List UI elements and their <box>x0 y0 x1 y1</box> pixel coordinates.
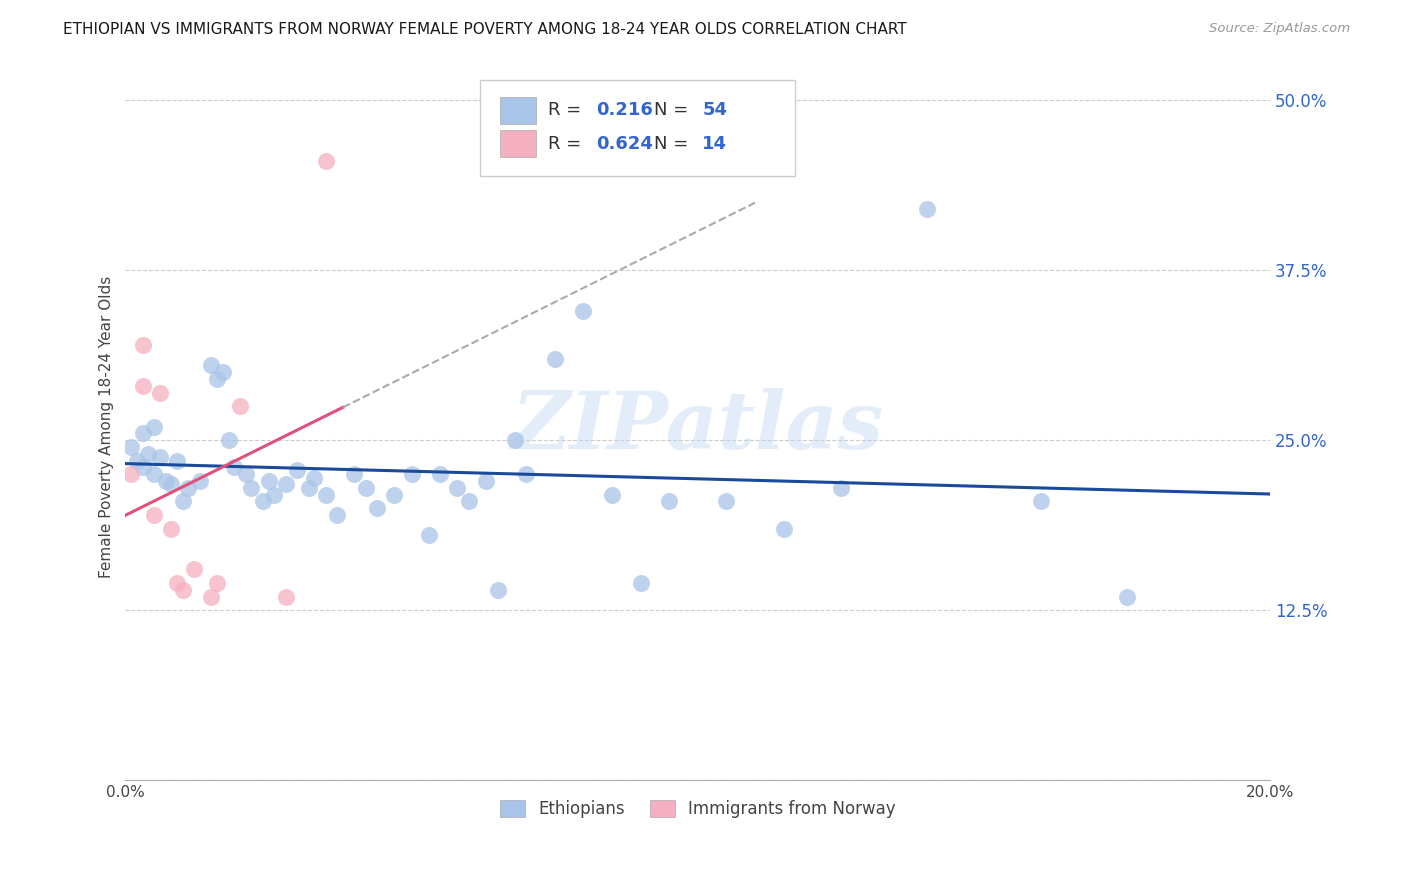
Point <box>240 481 263 495</box>
Point <box>229 399 252 413</box>
Y-axis label: Female Poverty Among 18-24 Year Olds: Female Poverty Among 18-24 Year Olds <box>100 276 114 578</box>
Point <box>143 508 166 522</box>
Point <box>315 488 337 502</box>
Point <box>143 467 166 482</box>
Point <box>235 467 257 482</box>
Point <box>131 338 153 352</box>
Text: ZIPatlas: ZIPatlas <box>512 388 884 466</box>
Point <box>252 494 274 508</box>
Text: 0.216: 0.216 <box>596 102 652 120</box>
Text: ETHIOPIAN VS IMMIGRANTS FROM NORWAY FEMALE POVERTY AMONG 18-24 YEAR OLDS CORRELA: ETHIOPIAN VS IMMIGRANTS FROM NORWAY FEMA… <box>63 22 907 37</box>
Point <box>131 460 153 475</box>
Point <box>125 453 148 467</box>
Point <box>716 494 738 508</box>
Text: 14: 14 <box>703 135 727 153</box>
Point <box>304 471 326 485</box>
Point <box>343 467 366 482</box>
Point <box>503 434 526 448</box>
Point <box>458 494 481 508</box>
Point <box>418 528 440 542</box>
Point <box>326 508 349 522</box>
Text: R =: R = <box>548 102 586 120</box>
Point <box>155 474 177 488</box>
Point <box>515 467 537 482</box>
Point <box>183 562 205 576</box>
Text: Source: ZipAtlas.com: Source: ZipAtlas.com <box>1209 22 1350 36</box>
Point <box>401 467 423 482</box>
Point <box>630 576 652 591</box>
Point <box>200 590 222 604</box>
Point <box>160 476 183 491</box>
Point <box>544 351 567 366</box>
Point <box>285 463 308 477</box>
Point <box>572 304 595 318</box>
Point <box>298 481 321 495</box>
FancyBboxPatch shape <box>481 80 796 176</box>
Point <box>354 481 377 495</box>
Point <box>172 582 194 597</box>
Point <box>131 426 153 441</box>
FancyBboxPatch shape <box>499 130 537 157</box>
Point <box>446 481 468 495</box>
Point <box>274 476 297 491</box>
Point <box>166 576 188 591</box>
Point <box>218 434 240 448</box>
FancyBboxPatch shape <box>499 97 537 124</box>
Point <box>172 494 194 508</box>
Point <box>131 379 153 393</box>
Point <box>384 488 406 502</box>
Point <box>263 488 285 502</box>
Point <box>1116 590 1139 604</box>
Point <box>200 359 222 373</box>
Point <box>1031 494 1053 508</box>
Point <box>915 202 938 216</box>
Point <box>315 154 337 169</box>
Legend: Ethiopians, Immigrants from Norway: Ethiopians, Immigrants from Norway <box>494 794 903 825</box>
Text: 54: 54 <box>703 102 727 120</box>
Point <box>149 385 172 400</box>
Point <box>188 474 211 488</box>
Text: 0.624: 0.624 <box>596 135 652 153</box>
Point <box>120 440 142 454</box>
Text: N =: N = <box>654 135 695 153</box>
Text: R =: R = <box>548 135 586 153</box>
Point <box>257 474 280 488</box>
Point <box>160 522 183 536</box>
Point <box>600 488 623 502</box>
Point <box>143 419 166 434</box>
Point <box>177 481 200 495</box>
Point <box>274 590 297 604</box>
Point <box>658 494 681 508</box>
Point <box>366 501 388 516</box>
Point <box>475 474 498 488</box>
Point <box>138 447 160 461</box>
Point <box>429 467 451 482</box>
Point <box>486 582 509 597</box>
Point <box>224 460 246 475</box>
Point <box>211 365 233 379</box>
Point <box>830 481 852 495</box>
Text: N =: N = <box>654 102 695 120</box>
Point <box>166 453 188 467</box>
Point <box>149 450 172 464</box>
Point <box>120 467 142 482</box>
Point <box>772 522 794 536</box>
Point <box>205 372 228 386</box>
Point <box>205 576 228 591</box>
